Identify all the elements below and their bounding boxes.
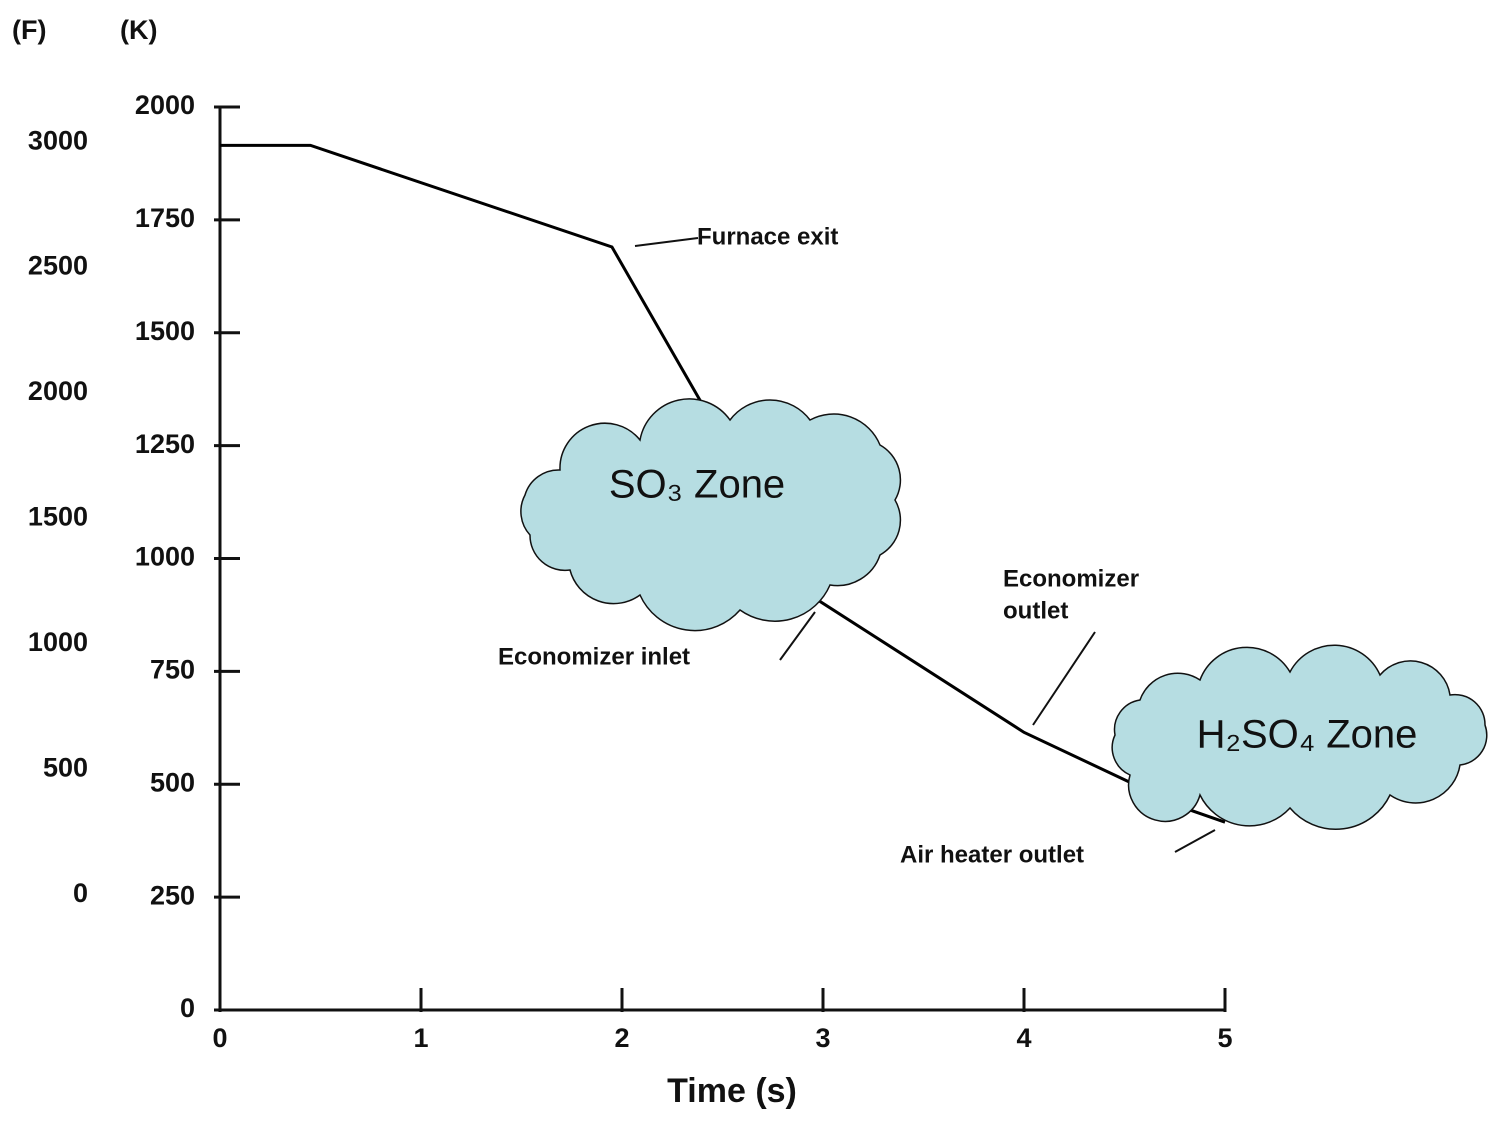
zone-label: H₂SO₄ Zone bbox=[1197, 713, 1418, 757]
x-tick-label: 0 bbox=[212, 1023, 227, 1053]
annotation: Air heater outlet bbox=[900, 841, 1084, 868]
annotation: Economizer inlet bbox=[498, 643, 690, 670]
chart: (F) (K) Time (s) 02505007501000125015001… bbox=[0, 0, 1489, 1121]
y2-tick-label: 0 bbox=[73, 878, 88, 908]
y-tick-label: 1500 bbox=[135, 316, 195, 346]
leader-line bbox=[1175, 830, 1215, 852]
y-tick-label: 1000 bbox=[135, 542, 195, 572]
zone-label: SO₃ Zone bbox=[609, 463, 785, 507]
leader-line bbox=[635, 238, 698, 246]
annotation: outlet bbox=[1003, 597, 1068, 624]
y-tick-label: 250 bbox=[150, 880, 195, 910]
y-axis-label: (K) bbox=[120, 15, 157, 45]
x-tick-label: 3 bbox=[815, 1023, 830, 1053]
y-tick-label: 0 bbox=[180, 993, 195, 1023]
y2-tick-label: 2500 bbox=[28, 251, 88, 281]
x-tick-label: 5 bbox=[1217, 1023, 1232, 1053]
y2-tick-label: 1000 bbox=[28, 627, 88, 657]
y2-tick-label: 3000 bbox=[28, 125, 88, 155]
y2-axis-label: (F) bbox=[12, 15, 46, 45]
cloud bbox=[521, 399, 901, 631]
y-tick-label: 1750 bbox=[135, 203, 195, 233]
y-tick-label: 750 bbox=[150, 655, 195, 685]
y-tick-label: 2000 bbox=[135, 90, 195, 120]
y-tick-label: 1250 bbox=[135, 429, 195, 459]
y2-tick-label: 1500 bbox=[28, 502, 88, 532]
leader-line bbox=[1033, 632, 1095, 725]
annotation: Economizer bbox=[1003, 565, 1139, 592]
annotation: Furnace exit bbox=[697, 223, 838, 250]
y-tick-label: 500 bbox=[150, 767, 195, 797]
x-tick-label: 2 bbox=[614, 1023, 629, 1053]
x-tick-label: 1 bbox=[413, 1023, 428, 1053]
x-axis-label: Time (s) bbox=[667, 1072, 797, 1110]
y2-tick-label: 2000 bbox=[28, 376, 88, 406]
y2-tick-label: 500 bbox=[43, 752, 88, 782]
x-tick-label: 4 bbox=[1016, 1023, 1031, 1053]
